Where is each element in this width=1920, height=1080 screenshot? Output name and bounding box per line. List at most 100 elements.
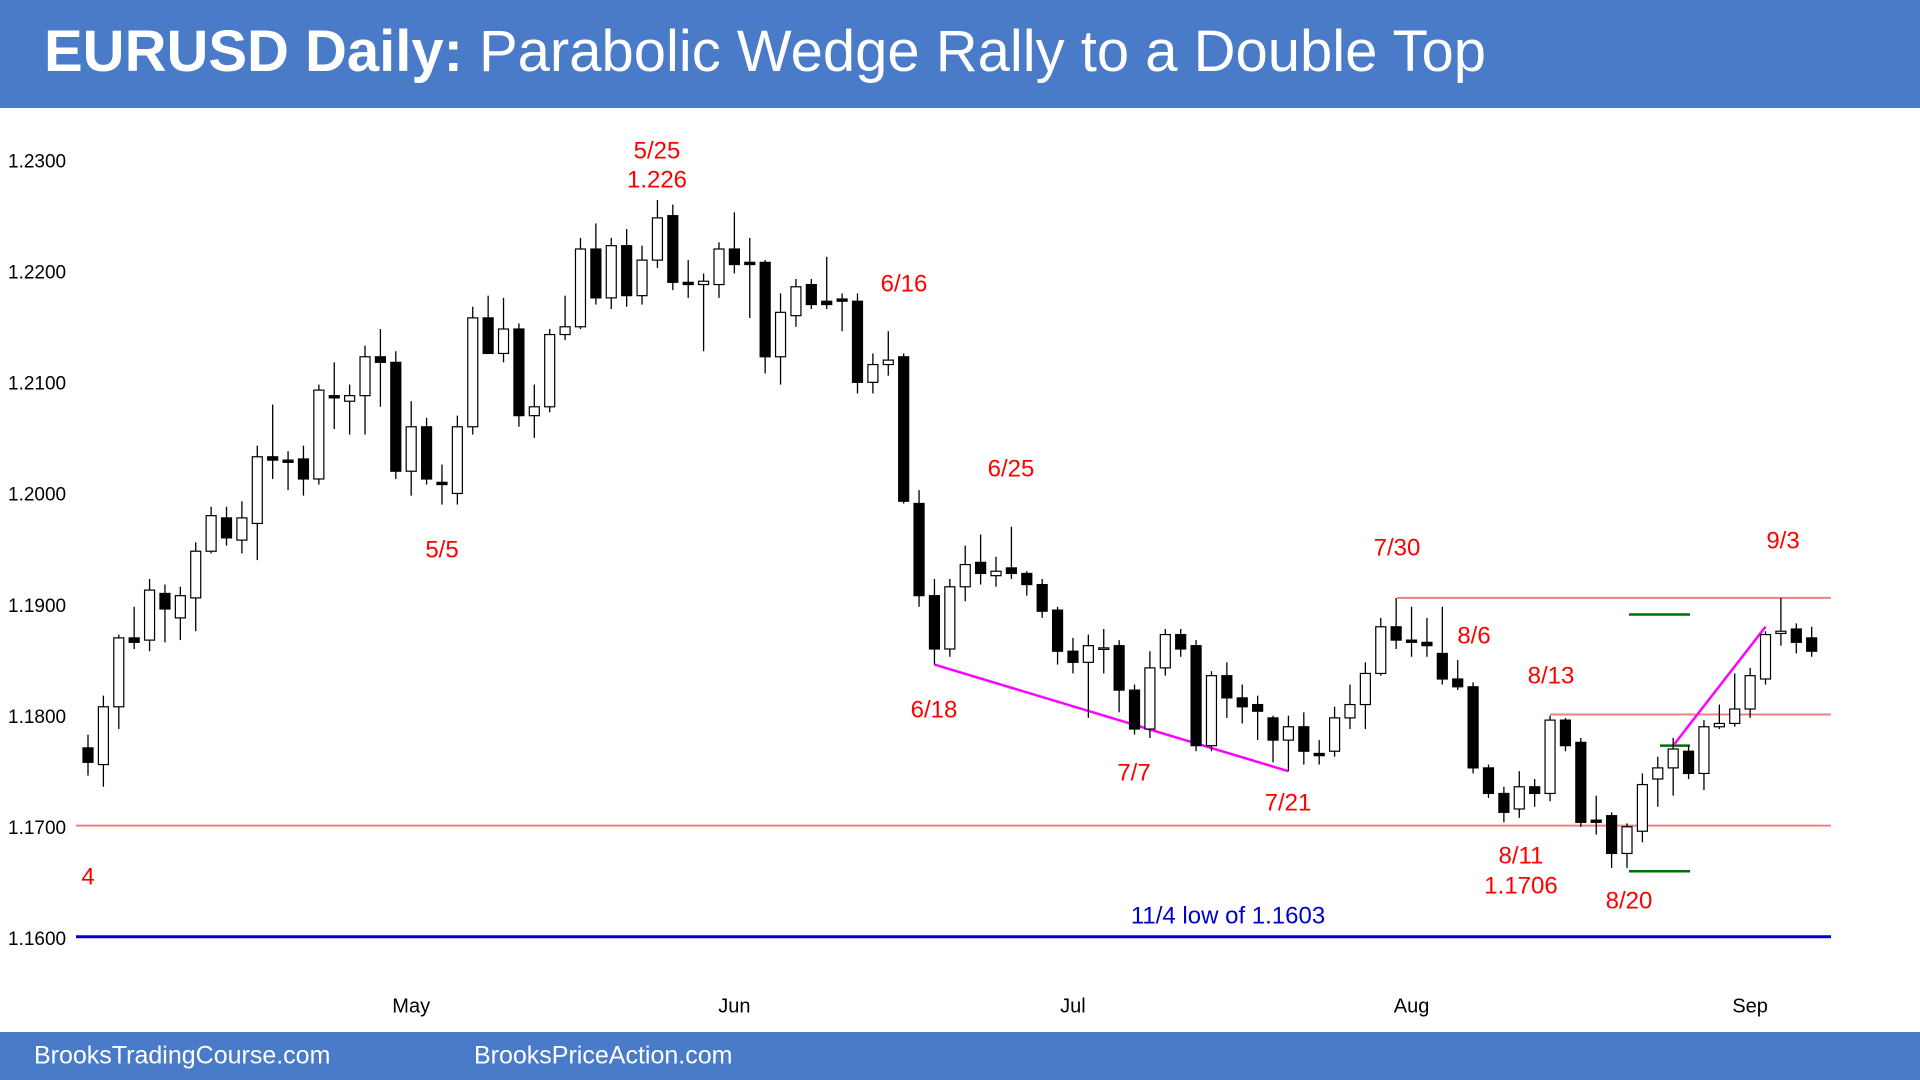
candle-body [344, 395, 356, 402]
candle-body [1759, 633, 1772, 680]
candle-body [851, 300, 864, 383]
candle-body [1744, 675, 1756, 710]
annotation: 5/5 [425, 536, 458, 563]
x-tick-label: Jun [718, 995, 750, 1017]
candle-body [451, 426, 463, 495]
trend-line [934, 663, 1289, 773]
candle-body [1652, 767, 1664, 780]
trend-line [1672, 626, 1767, 747]
candle-body [1452, 678, 1464, 688]
annotation: 6/16 [881, 270, 928, 297]
candle-body [82, 747, 94, 763]
x-tick-label: Sep [1732, 995, 1768, 1017]
candle-body [1621, 826, 1633, 855]
annotation: 9/3 [1766, 527, 1799, 554]
candle-body [1775, 630, 1787, 635]
candle-body [328, 395, 340, 399]
candle-body [713, 248, 725, 286]
candle-body [190, 550, 202, 599]
candle-body [959, 563, 971, 588]
annotation: 11/4 low of 1.1603 [1131, 902, 1325, 929]
candle-body [267, 456, 279, 461]
candle-body [1390, 626, 1402, 641]
candle-body [774, 311, 787, 358]
candle-body [1405, 639, 1418, 643]
y-tick-label: 1.1900 [8, 596, 66, 617]
candle-body [1575, 741, 1587, 823]
candle-body [605, 245, 617, 299]
candle-body [174, 595, 186, 619]
candle-body [697, 280, 710, 286]
candle-body [667, 215, 679, 283]
candle-body [821, 300, 833, 306]
candle-body [205, 515, 217, 552]
footer-bar [0, 1032, 1920, 1080]
candle-body [590, 248, 602, 299]
candle-body [1328, 717, 1341, 752]
candle-body [374, 356, 387, 363]
candle-body [651, 217, 664, 261]
x-tick-label: Aug [1394, 995, 1430, 1017]
candle-body [990, 570, 1002, 577]
candle-body [682, 281, 694, 286]
annotation: 7/30 [1374, 534, 1421, 561]
candle-body [728, 248, 740, 266]
candle-body [790, 286, 802, 317]
candle-body [482, 317, 494, 355]
candle-body [898, 356, 910, 502]
candle-body [544, 333, 556, 408]
candle-body [251, 456, 263, 525]
y-tick-label: 1.1700 [8, 818, 66, 839]
candle-body [1313, 752, 1325, 757]
y-tick-label: 1.2200 [8, 262, 66, 283]
candle-body [497, 328, 510, 355]
candle-body [297, 458, 310, 480]
candle-body [1221, 675, 1233, 699]
candle-body [882, 359, 894, 366]
annotation: 7/21 [1265, 789, 1312, 816]
annotation: 6/25 [988, 455, 1035, 482]
candle-body [1682, 750, 1695, 775]
x-tick-label: Jul [1060, 995, 1086, 1017]
annotation: 1.1706 [1484, 872, 1557, 899]
candle-body [1590, 819, 1602, 823]
candle-body [975, 561, 987, 575]
candle-body [928, 595, 941, 650]
candle-body [1790, 628, 1802, 643]
candle-body [836, 298, 848, 302]
candle-body [636, 259, 648, 297]
candle-body [1051, 609, 1064, 652]
y-tick-label: 1.2300 [8, 151, 66, 172]
candle-body [436, 481, 448, 486]
candle-body [1021, 572, 1033, 586]
candle-body [1698, 726, 1710, 775]
title-text: Parabolic Wedge Rally to a Double Top [479, 19, 1486, 84]
candle-body [1113, 645, 1125, 691]
annotation: 8/13 [1528, 662, 1575, 689]
candle-body [420, 426, 433, 480]
y-tick-label: 1.2100 [8, 374, 66, 395]
candle-body [1282, 726, 1295, 741]
candle-body [1175, 633, 1187, 650]
candle-body [1513, 786, 1525, 810]
candle-body [1128, 689, 1141, 730]
candle-body [97, 706, 109, 766]
candle-body [113, 637, 125, 708]
candle-body [1252, 703, 1264, 712]
candle-body [1159, 633, 1171, 669]
candle-body [574, 248, 587, 328]
header-bar [0, 0, 1920, 108]
annotation: 7/7 [1117, 759, 1150, 786]
candle-body [1482, 767, 1495, 795]
candle-body [621, 245, 633, 297]
candle-body [1067, 650, 1079, 663]
y-tick-label: 1.1600 [8, 929, 66, 950]
candle-body [1636, 783, 1648, 832]
candle-body [1205, 675, 1218, 747]
candle-body [1082, 645, 1094, 663]
candle-body [1359, 672, 1371, 706]
candle-body [1806, 637, 1818, 652]
candle-body [913, 502, 925, 597]
